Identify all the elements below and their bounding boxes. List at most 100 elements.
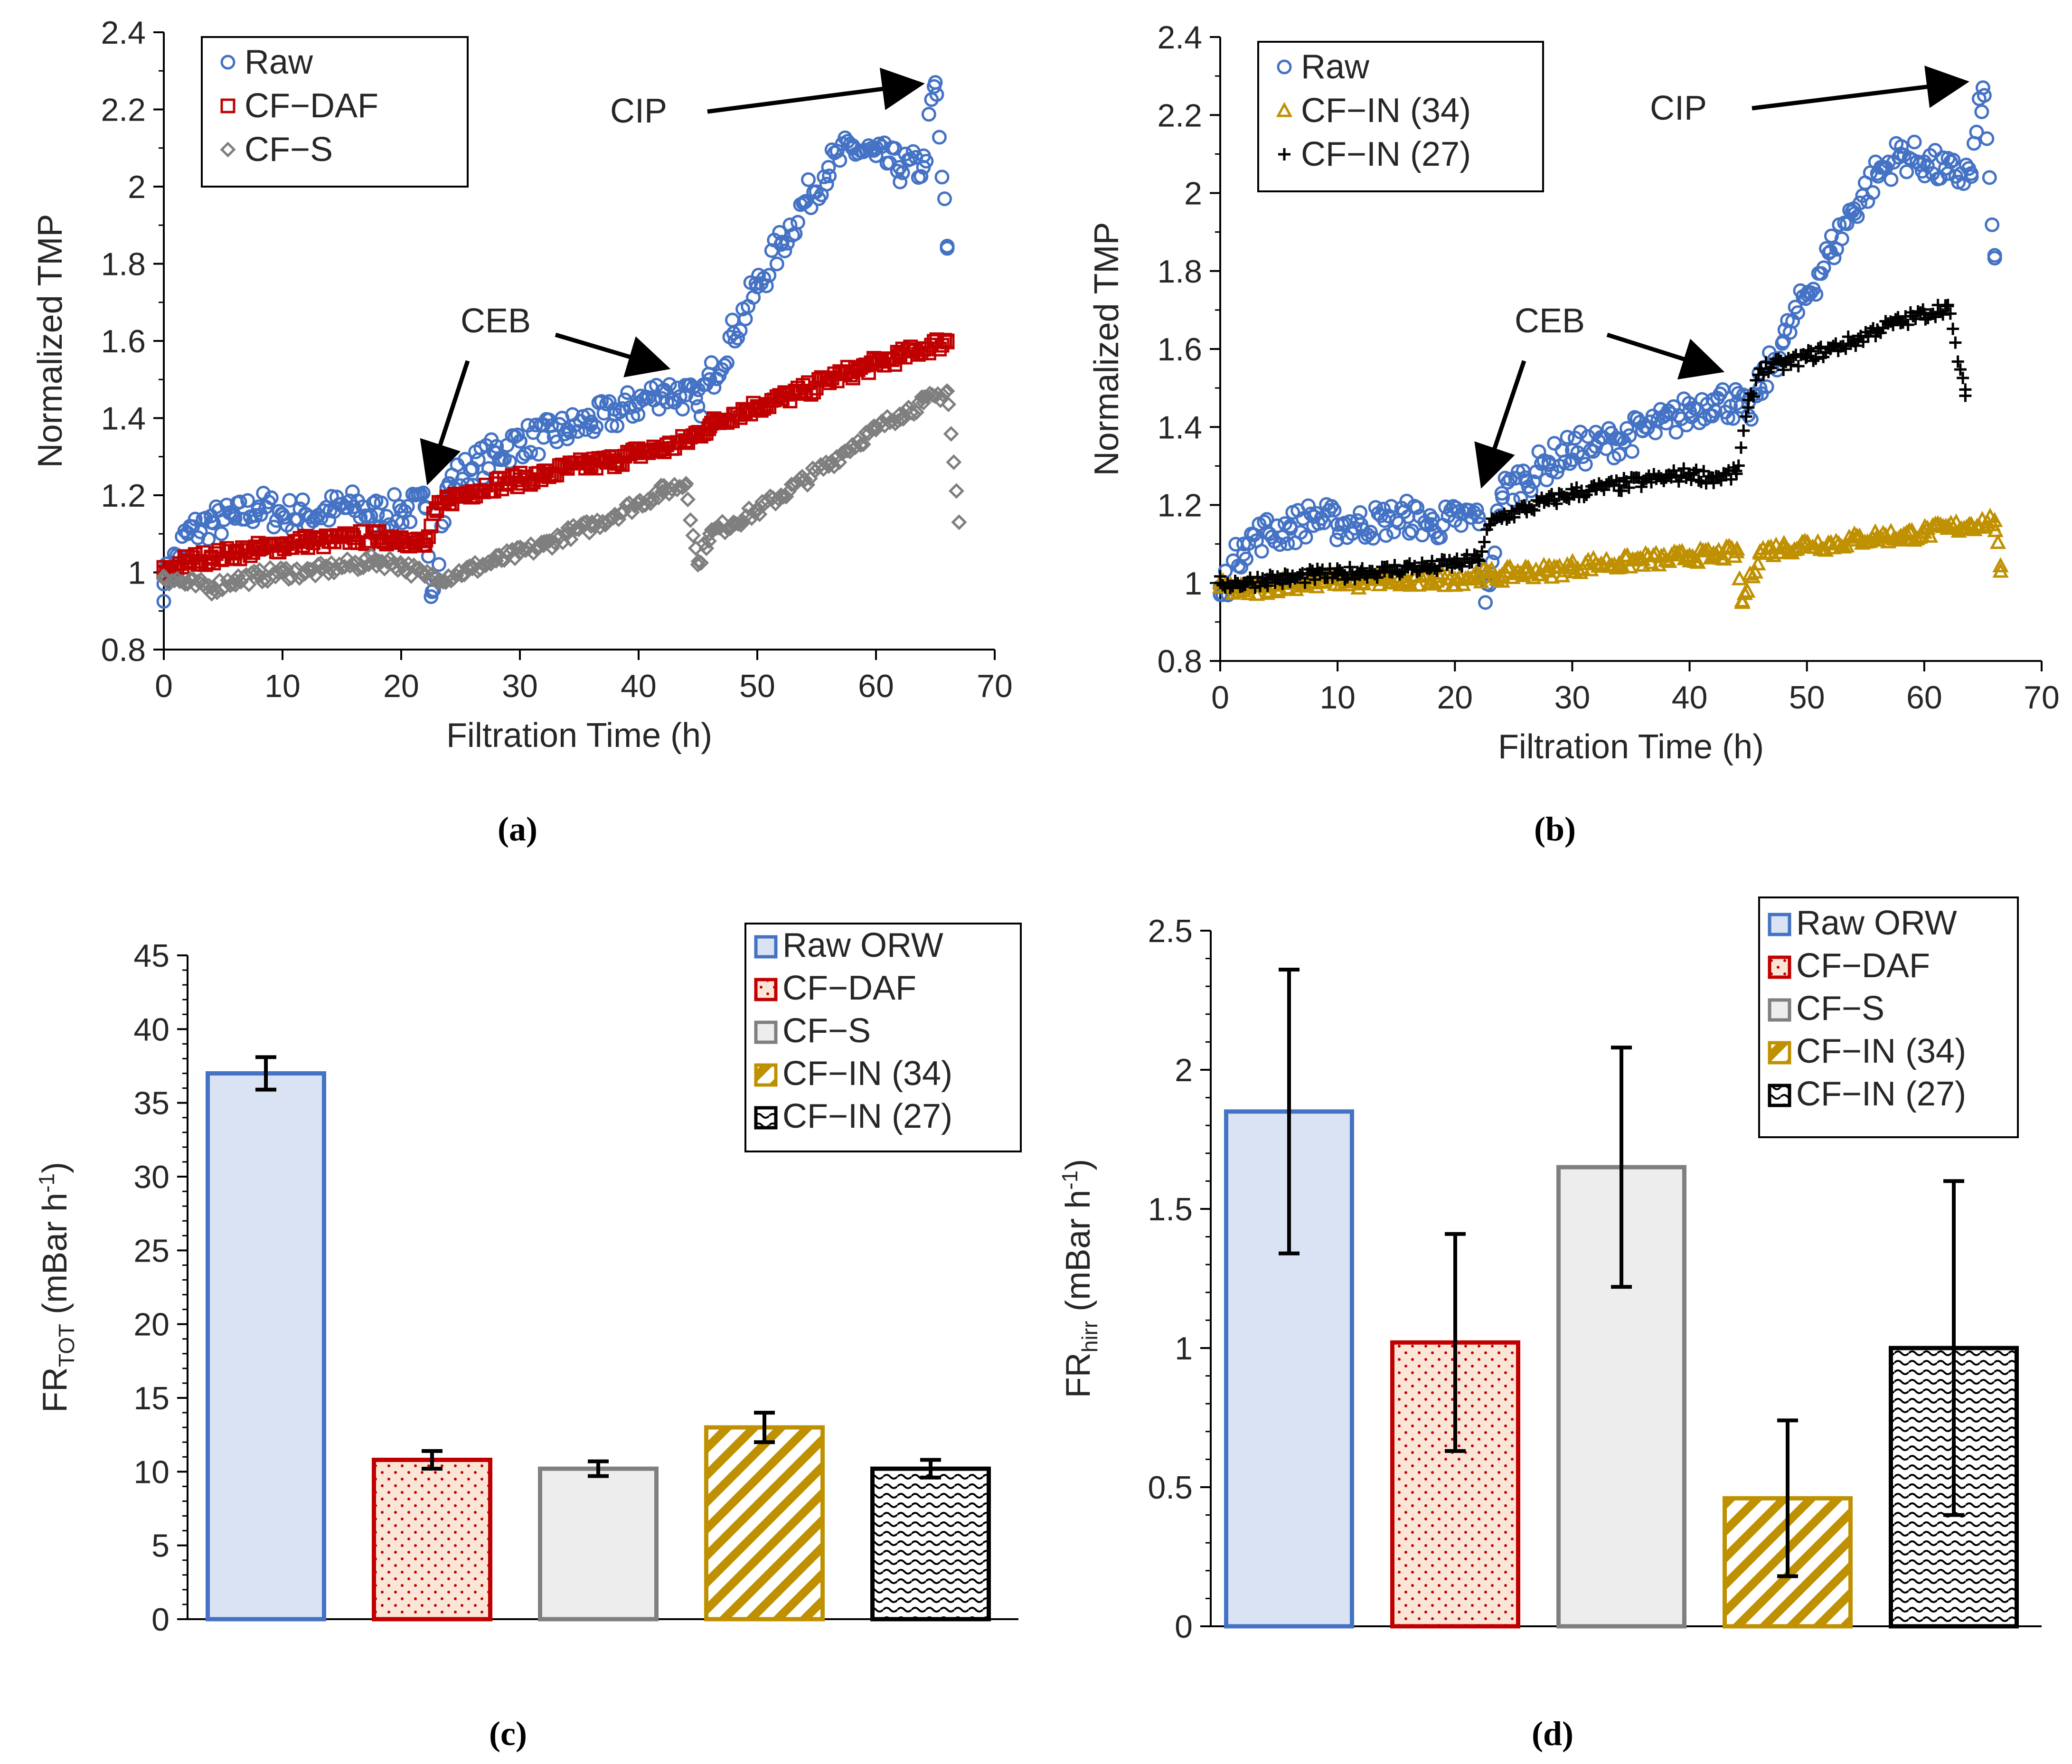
- data-point: [892, 160, 907, 175]
- data-point: [1423, 570, 1440, 586]
- data-point-cloud: [762, 268, 777, 283]
- data-point: [559, 526, 575, 542]
- data-point-cloud: [493, 552, 509, 568]
- data-point-cloud: [1734, 441, 1747, 454]
- data-point: [726, 326, 741, 341]
- data-point: [1823, 244, 1838, 259]
- data-point-cloud: [1524, 483, 1539, 498]
- y-tick-label: 15: [133, 1380, 170, 1416]
- data-point-cloud: [932, 130, 947, 145]
- data-point: [702, 372, 717, 387]
- data-point: [1330, 517, 1345, 532]
- data-point: [951, 514, 967, 530]
- data-point: [1705, 392, 1721, 407]
- data-point-cloud: [1903, 522, 1920, 538]
- data-point-cloud: [685, 528, 701, 544]
- data-point-cloud: [1280, 536, 1295, 551]
- data-point: [749, 502, 765, 519]
- bar: [206, 1071, 326, 1622]
- y-tick-label: 2.2: [1157, 97, 1202, 133]
- data-point-cloud: [463, 462, 478, 478]
- data-point: [726, 406, 741, 422]
- series-2: [1214, 299, 1972, 594]
- data-point: [584, 415, 599, 430]
- bar: [704, 1425, 825, 1622]
- data-point: [1484, 518, 1497, 531]
- x-tick-label: 70: [2024, 679, 2060, 716]
- data-point: [725, 514, 742, 530]
- data-point-cloud: [1989, 534, 2006, 549]
- data-point: [417, 538, 433, 553]
- data-point: [750, 279, 765, 294]
- data-point: [1940, 166, 1955, 181]
- data-point-cloud: [1957, 372, 1969, 385]
- data-point-cloud: [914, 169, 929, 184]
- legend-label: Raw ORW: [782, 926, 943, 964]
- data-point: [1635, 423, 1650, 438]
- legend-box: [201, 36, 469, 188]
- data-point: [322, 503, 338, 518]
- panel-a: 0.8 1 1.2 1.4 1.6 1.8 2 2.2 2.4 0 10 20 30 40 50 60 70 Fi…: [31, 15, 1013, 848]
- y-tick-label: 1: [1184, 566, 1202, 602]
- data-point: [1425, 561, 1438, 574]
- data-point: [179, 576, 196, 592]
- annotation-cip: CIP: [610, 92, 667, 130]
- y-tick-label: 5: [151, 1528, 170, 1564]
- data-point-cloud: [1721, 538, 1738, 553]
- data-point-cloud: [1624, 444, 1639, 459]
- data-point: [845, 141, 860, 156]
- data-point-cloud: [1992, 557, 2009, 573]
- data-point: [274, 564, 291, 581]
- data-point-cloud: [752, 506, 768, 522]
- data-point-cloud: [934, 170, 950, 185]
- legend: Raw CF−IN (34) CF−IN (27): [1257, 41, 1544, 192]
- data-point-cloud: [717, 524, 733, 540]
- data-point-cloud: [696, 536, 712, 552]
- data-point-cloud: [1425, 511, 1440, 527]
- data-point: [1941, 300, 1954, 312]
- data-point: [1660, 472, 1673, 484]
- data-point-cloud: [855, 436, 871, 453]
- data-point-cloud: [1619, 421, 1634, 436]
- arrow-ceb-left: [420, 360, 470, 486]
- data-point: [607, 406, 622, 422]
- data-point-cloud: [1809, 352, 1822, 365]
- y-axis-label: FRhirr (mBar h-1): [1057, 1159, 1102, 1398]
- data-point-cloud: [1715, 550, 1733, 566]
- data-point-cloud: [1837, 340, 1850, 352]
- data-point-cloud: [1466, 556, 1479, 569]
- data-point: [631, 495, 647, 511]
- legend-box: [1257, 41, 1544, 192]
- data-point: [227, 546, 243, 561]
- data-point: [1308, 569, 1320, 582]
- data-point: [1683, 467, 1696, 480]
- data-point-cloud: [819, 177, 834, 192]
- data-point-cloud: [951, 514, 967, 530]
- data-point-cloud: [704, 522, 720, 538]
- data-point-cloud: [1327, 502, 1342, 518]
- data-point-cloud: [1615, 484, 1628, 497]
- data-point-cloud: [536, 534, 552, 550]
- data-point: [773, 237, 789, 252]
- y-tick-label: 0: [151, 1602, 170, 1638]
- data-point-cloud: [1921, 528, 1939, 543]
- data-point-cloud: [1917, 169, 1932, 184]
- data-point: [773, 487, 789, 503]
- legend-label: CF−IN (27): [1796, 1075, 1966, 1113]
- data-point-cloud: [1724, 473, 1737, 486]
- annotation-ceb: CEB: [461, 302, 531, 340]
- y-tick-label: 0.8: [101, 632, 146, 668]
- data-point-cloud: [1792, 360, 1805, 373]
- legend-label: CF−DAF: [782, 969, 916, 1007]
- y-tick-label: 1.4: [1157, 409, 1202, 445]
- data-point-cloud: [1807, 354, 1820, 367]
- data-point: [1214, 576, 1226, 589]
- data-point-cloud: [1269, 583, 1286, 598]
- data-point: [227, 511, 243, 526]
- data-point: [1987, 248, 2002, 263]
- data-point: [892, 406, 908, 422]
- data-point: [489, 476, 504, 491]
- annotation-cip: CIP: [1650, 89, 1707, 127]
- data-point-cloud: [1954, 363, 1967, 376]
- y-axis-label: Normalized TMP: [31, 214, 69, 468]
